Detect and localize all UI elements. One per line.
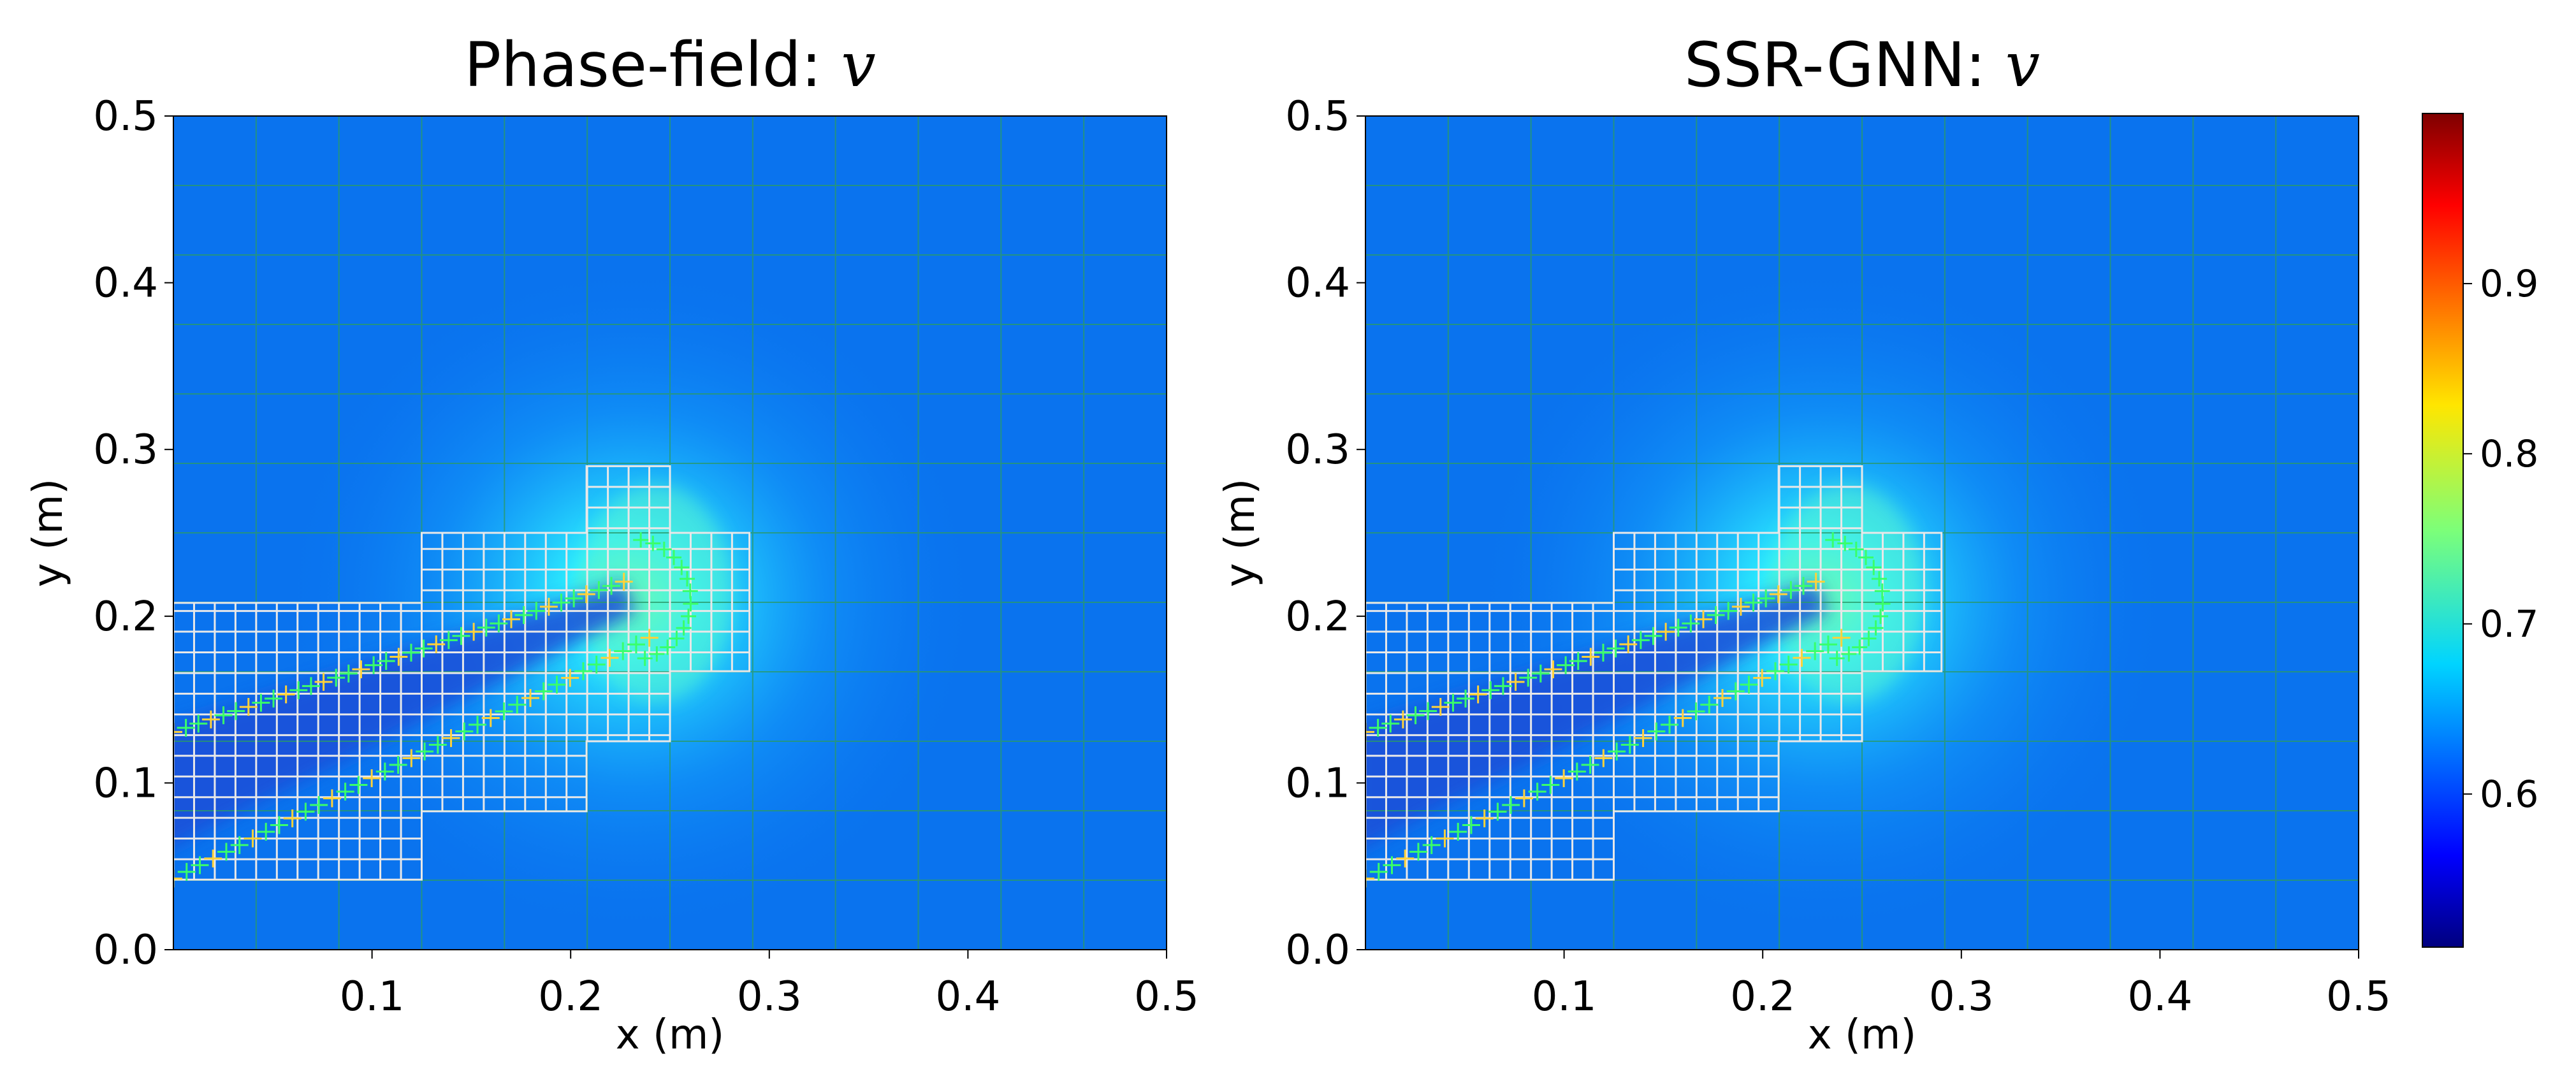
colorbar-strip (2422, 113, 2464, 948)
y-tick-label: 0.0 (1285, 927, 1350, 974)
x-tick-label: 0.3 (1929, 973, 1994, 1020)
y-axis-label: y (m) (25, 479, 72, 588)
fine-mesh-tip (1825, 532, 1891, 666)
x-tick-label: 0.5 (1134, 973, 1199, 1020)
chart-title: Phase-field: v (464, 29, 876, 101)
y-tick-label: 0.3 (93, 426, 158, 474)
x-axis-label: x (m) (616, 1012, 725, 1059)
y-tick-label: 0.0 (93, 927, 158, 974)
fine-mesh-tip (633, 532, 699, 666)
chart-title-symbol: v (2005, 29, 2040, 101)
fine-mesh-crack-faces (1365, 572, 1851, 888)
colorbar: 0.6 0.7 0.8 0.9 (2422, 113, 2538, 948)
chart-title-symbol: v (841, 29, 876, 101)
colorbar-ticks: 0.6 0.7 0.8 0.9 (2463, 262, 2538, 816)
y-tick-label: 0.2 (1285, 593, 1350, 641)
heatmap-field (173, 116, 1167, 950)
chart-panel-ssr-gnn: SSR-GNN: v 0.1 0.2 0.3 0.4 0.5 0.0 0.1 0.2 0.3 0.4… (1217, 29, 2391, 1059)
x-tick-label: 0.1 (1532, 973, 1597, 1020)
colorbar-tick-label: 0.6 (2480, 772, 2538, 816)
x-axis-label: x (m) (1808, 1012, 1917, 1059)
y-axis-label: y (m) (1217, 479, 1264, 588)
x-tick-label: 0.2 (538, 973, 603, 1020)
x-tick-label: 0.4 (2128, 973, 2193, 1020)
plot-frame (173, 115, 1167, 950)
x-tick-label: 0.2 (1730, 973, 1795, 1020)
y-tick-label: 0.4 (1285, 260, 1350, 307)
crack-tip-core (1771, 484, 1925, 702)
plot-frame (1365, 115, 2359, 950)
chart-title-text: Phase-field: (464, 29, 841, 101)
colorbar-tick-label: 0.9 (2480, 262, 2538, 305)
x-tick-label: 0.3 (737, 973, 802, 1020)
heatmap-field (1365, 116, 2359, 950)
crack-tip-core (579, 484, 732, 702)
y-tick-label: 0.5 (1285, 93, 1350, 140)
chart-panel-phase-field: Phase-field: v 0.1 0.2 0.3 0.4 0.5 0.0 0.1 0.2 0.… (25, 29, 1199, 1059)
x-tick-label: 0.4 (936, 973, 1001, 1020)
y-tick-label: 0.5 (93, 93, 158, 140)
chart-title-text: SSR-GNN: (1684, 29, 2005, 101)
x-tick-label: 0.1 (340, 973, 405, 1020)
fine-mesh-crack-faces (173, 572, 659, 888)
y-tick-label: 0.3 (1285, 426, 1350, 474)
y-tick-label: 0.1 (1285, 760, 1350, 807)
colorbar-tick-label: 0.8 (2480, 432, 2538, 475)
y-tick-label: 0.4 (93, 260, 158, 307)
x-tick-label: 0.5 (2326, 973, 2391, 1020)
refined-mesh (173, 465, 751, 881)
chart-title: SSR-GNN: v (1684, 29, 2040, 101)
colorbar-tick-label: 0.7 (2480, 602, 2538, 646)
y-tick-label: 0.2 (93, 593, 158, 641)
y-tick-label: 0.1 (93, 760, 158, 807)
refined-mesh (1365, 465, 1943, 881)
